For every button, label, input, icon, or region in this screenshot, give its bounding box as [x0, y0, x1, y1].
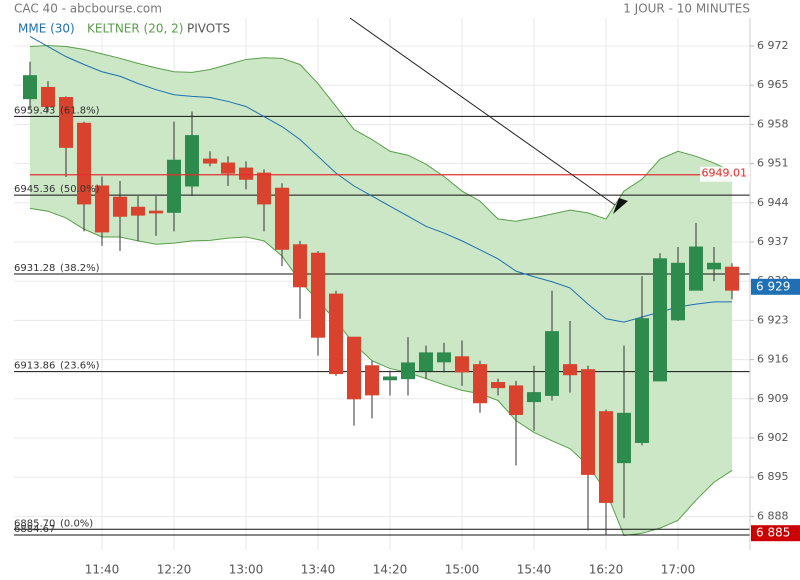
- candle-body: [365, 365, 379, 396]
- candle-body: [293, 244, 307, 288]
- y-tick-label: 6 937: [757, 235, 789, 248]
- x-tick-label: 17:00: [661, 563, 696, 577]
- candle-body: [563, 364, 577, 376]
- x-tick-label: 14:20: [373, 563, 408, 577]
- x-tick-label: 15:40: [517, 563, 552, 577]
- candle-body: [113, 196, 127, 217]
- y-tick-label: 6 958: [757, 117, 789, 130]
- candle-body: [185, 135, 199, 187]
- reference-label-box: [700, 166, 750, 182]
- candle-body: [239, 167, 253, 180]
- y-tick-label: 6 916: [757, 353, 789, 366]
- pivot-pct: (61.8%): [60, 105, 100, 116]
- pivot-pct: (23.6%): [60, 361, 100, 372]
- keltner-upper: [29, 44, 733, 222]
- y-tick-label: 6 951: [757, 157, 789, 170]
- chart-title: CAC 40 - abcbourse.com: [14, 2, 162, 16]
- x-tick-label: 16:20: [589, 563, 624, 577]
- y-tick-label: 6 923: [757, 313, 789, 326]
- candle-body: [311, 252, 325, 338]
- mme-line: [29, 36, 732, 323]
- candle-body: [41, 86, 55, 107]
- y-tick-label: 6 902: [757, 431, 789, 444]
- pivot-pct: (50.0%): [60, 184, 100, 195]
- pivot-label: 6945.36: [14, 184, 55, 195]
- candle-body: [455, 356, 469, 373]
- candle-body: [599, 411, 613, 503]
- candle-body: [491, 382, 505, 389]
- candle-body: [527, 392, 541, 403]
- x-tick-label: 11:40: [85, 563, 120, 577]
- legend-entry: MME (30): [18, 22, 75, 36]
- candle-body: [671, 262, 685, 321]
- candle-body: [725, 266, 739, 291]
- candle-body: [635, 318, 649, 443]
- price-tag-label: 6 929: [756, 279, 790, 293]
- x-tick-label: 12:20: [157, 563, 192, 577]
- x-tick-label: 15:00: [445, 563, 480, 577]
- y-tick-label: 6 888: [757, 509, 789, 522]
- price-tag: [751, 278, 800, 295]
- pivot-pct: (38.2%): [60, 263, 100, 274]
- x-tick-label: 13:40: [301, 563, 336, 577]
- candle-body: [167, 159, 181, 213]
- legend-entry: PIVOTS: [187, 22, 230, 36]
- keltner-fill: [30, 45, 732, 536]
- pivot-label: 6959.43: [14, 105, 55, 116]
- keltner-lower: [29, 207, 733, 536]
- y-tick-label: 6 944: [757, 196, 789, 209]
- candle-body: [545, 331, 559, 396]
- candle-body: [347, 336, 361, 400]
- candle-body: [95, 185, 109, 233]
- legend-entry: KELTNER (20, 2): [87, 22, 183, 36]
- trend-arrow: [613, 198, 628, 214]
- candle-body: [473, 364, 487, 404]
- candle-body: [221, 162, 235, 174]
- pivot-label: 6884.67: [14, 524, 55, 535]
- candle-body: [329, 293, 343, 375]
- candle-body: [257, 172, 271, 205]
- y-tick-label: 6 895: [757, 470, 789, 483]
- reference-label: 6949.01: [702, 167, 748, 180]
- candle-body: [59, 97, 73, 148]
- candle-body: [77, 122, 91, 205]
- y-tick-label: 6 909: [757, 392, 789, 405]
- y-tick-label: 6 965: [757, 78, 789, 91]
- price-tag-label: 6 885: [756, 526, 790, 540]
- pivot-pct: (0.0%): [60, 518, 93, 529]
- candle-body: [581, 369, 595, 475]
- band-layer: [29, 44, 733, 536]
- pivot-label: 6913.86: [14, 361, 55, 372]
- candle-body: [383, 376, 397, 381]
- candle-body: [653, 258, 667, 382]
- candle-body: [617, 412, 631, 464]
- chart-subtitle: 1 JOUR - 10 MINUTES: [623, 2, 750, 16]
- price-tag: [751, 525, 800, 542]
- trend-line: [349, 17, 616, 206]
- x-tick-label: 13:00: [229, 563, 264, 577]
- candle-body: [401, 362, 415, 380]
- candle-body: [689, 246, 703, 291]
- pivot-label: 6885.70: [14, 518, 55, 529]
- pivot-label: 6931.28: [14, 263, 55, 274]
- candle-body: [419, 352, 433, 372]
- y-tick-label: 6 972: [757, 39, 789, 52]
- candle-body: [23, 75, 37, 100]
- candle-body: [131, 206, 145, 216]
- candle-body: [509, 385, 523, 415]
- candle-body: [275, 187, 289, 250]
- candle-body: [437, 352, 451, 363]
- candle-body: [707, 262, 721, 270]
- candle-body: [203, 158, 217, 164]
- candle-body: [149, 210, 163, 214]
- main-layer: [14, 36, 750, 536]
